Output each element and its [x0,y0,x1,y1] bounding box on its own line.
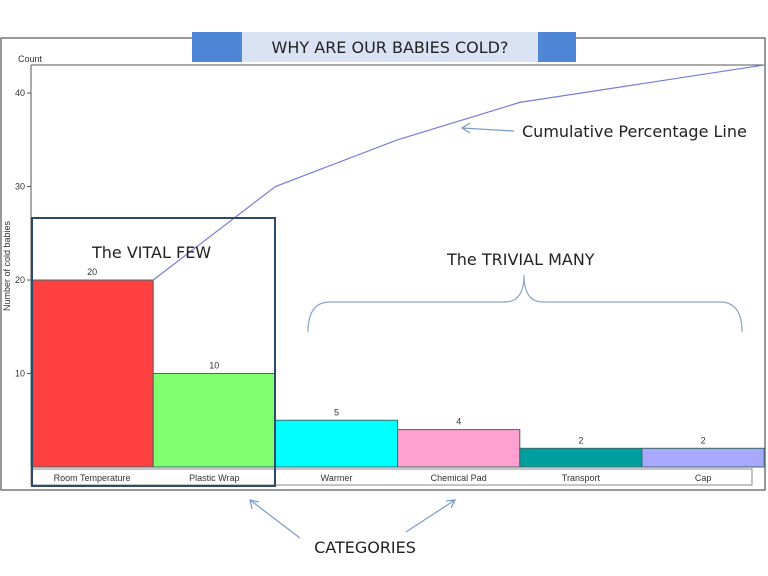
category-label: Chemical Pad [431,473,487,483]
cumulative-line [152,64,765,281]
category-label: Transport [562,473,601,483]
data-label: 2 [701,435,706,445]
bar [152,373,276,468]
y-axis-label: Number of cold babies [2,220,12,311]
y-tick-label: 10 [15,369,25,379]
category-label: Plastic Wrap [189,473,239,483]
trivial-many-label: The TRIVIAL MANY [446,250,595,269]
y-axis-title: Count [18,54,43,64]
bar [274,419,399,468]
cumulative-label: Cumulative Percentage Line [522,122,747,141]
bar [641,447,765,468]
data-label: 20 [87,267,97,277]
data-label: 4 [456,417,461,427]
trivial-brace [307,274,743,333]
bar [519,447,643,468]
data-label: 5 [334,407,339,417]
category-label: Cap [695,473,712,483]
categories-label: CATEGORIES [314,538,416,557]
bar [397,429,521,468]
bar [30,279,154,468]
arrow-icon [249,122,515,539]
data-label: 2 [578,435,583,445]
category-label: Warmer [321,473,353,483]
vital-few-box [31,217,276,487]
vital-few-label: The VITAL FEW [91,243,211,262]
title-banner: WHY ARE OUR BABIES COLD? [192,32,576,62]
data-label: 10 [209,361,219,371]
category-label: Room Temperature [54,473,131,483]
category-strip [30,468,753,486]
y-tick-label: 30 [15,182,25,192]
y-tick-label: 40 [15,88,25,98]
y-tick-label: 20 [15,275,25,285]
chart-title: WHY ARE OUR BABIES COLD? [272,38,509,57]
